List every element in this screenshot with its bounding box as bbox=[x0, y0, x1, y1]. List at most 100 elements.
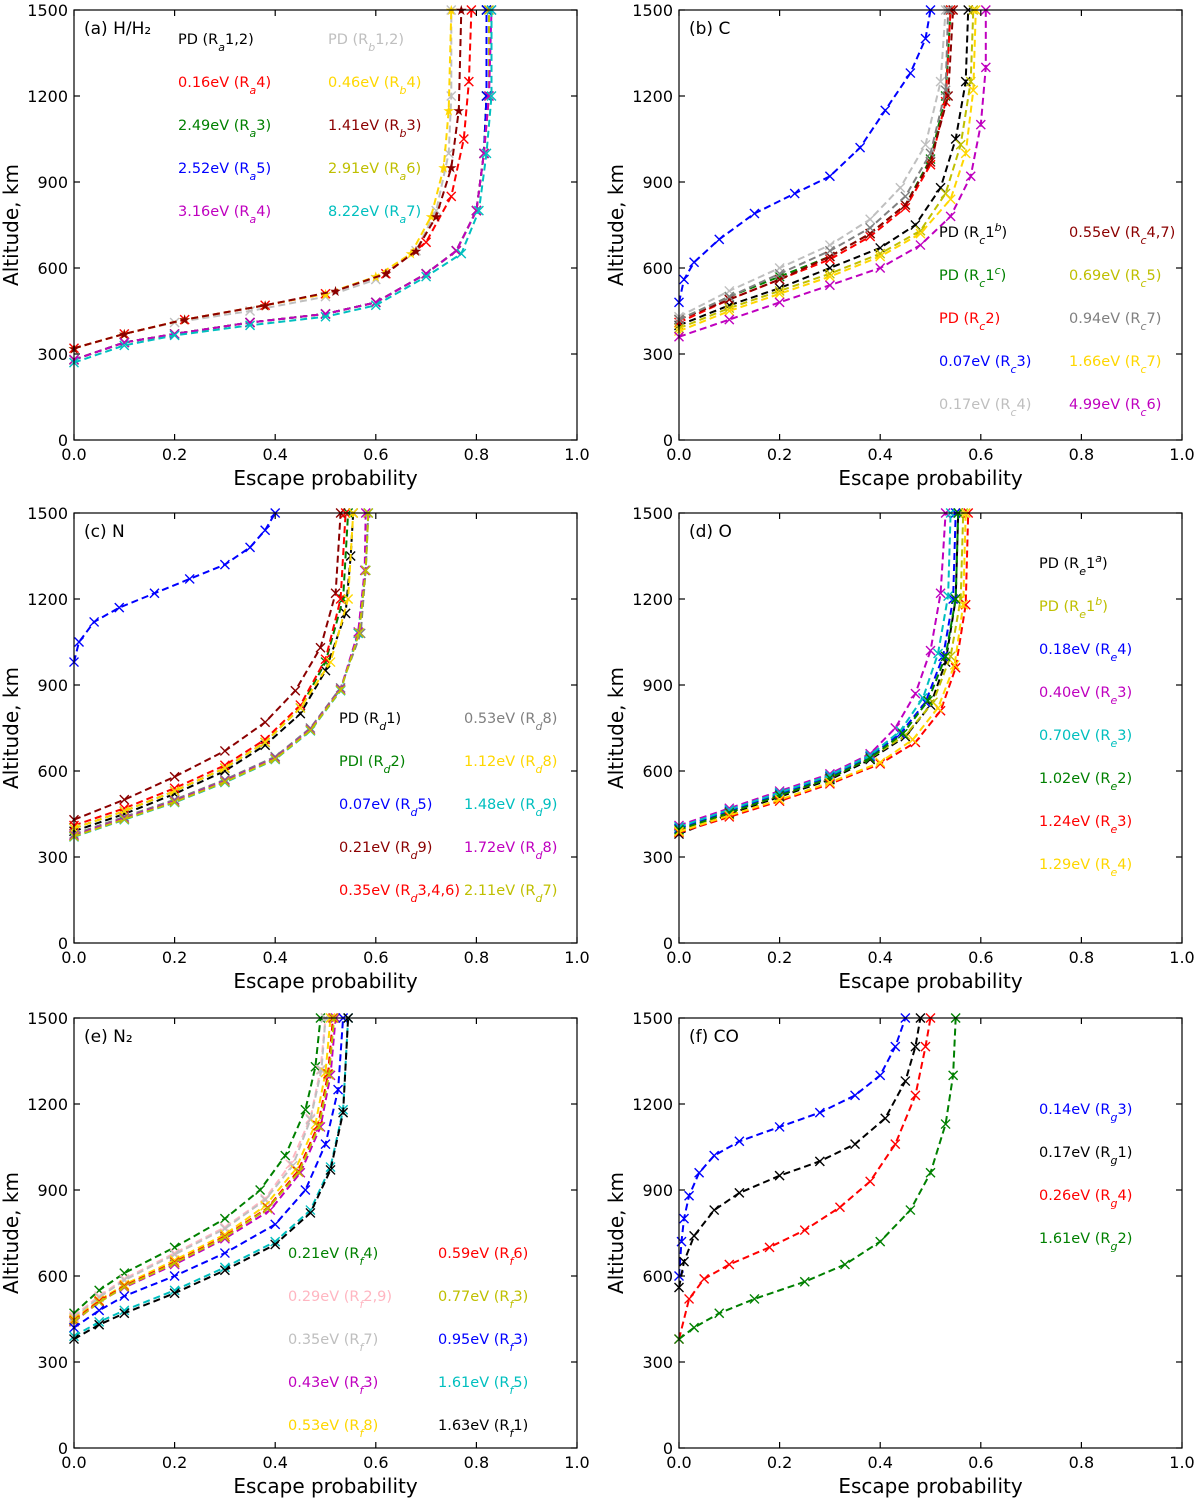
data-point bbox=[340, 608, 351, 619]
plot-frame bbox=[73, 512, 578, 944]
data-point bbox=[270, 753, 281, 764]
x-tick-label: 0.2 bbox=[162, 445, 187, 464]
data-point bbox=[917, 692, 928, 703]
data-point bbox=[689, 257, 700, 268]
legend-entry: 0.55eV (Rc4,7) bbox=[1069, 225, 1175, 247]
data-point bbox=[338, 1107, 349, 1118]
data-point bbox=[960, 148, 971, 159]
legend-entry: 0.70eV (Re3) bbox=[1039, 728, 1132, 750]
data-point bbox=[774, 271, 785, 282]
x-tick-label: 0.4 bbox=[262, 1453, 287, 1472]
series-line bbox=[679, 10, 977, 333]
data-point: ★ bbox=[178, 313, 191, 329]
data-point bbox=[324, 1069, 335, 1080]
legend-entry: PD (Rc1b) bbox=[939, 221, 1007, 247]
series-line bbox=[74, 10, 488, 361]
series-line bbox=[679, 513, 952, 828]
data-point bbox=[313, 1121, 324, 1132]
legend-entry: PD (Rb1,2) bbox=[328, 32, 404, 54]
data-point bbox=[897, 728, 908, 739]
series-line bbox=[679, 10, 932, 303]
data-point bbox=[219, 776, 230, 787]
series-line bbox=[74, 10, 490, 361]
data-point bbox=[446, 191, 457, 202]
series-line bbox=[74, 10, 473, 350]
x-tick-label: 0.8 bbox=[464, 445, 489, 464]
y-tick-label: 1500 bbox=[632, 504, 673, 523]
plot-frame bbox=[678, 512, 1183, 944]
legend-entry: 0.17eV (Rc4) bbox=[939, 397, 1031, 419]
x-tick-label: 0.6 bbox=[968, 1453, 993, 1472]
x-tick-label: 0.4 bbox=[262, 948, 287, 967]
data-point bbox=[975, 119, 986, 130]
data-point bbox=[320, 654, 331, 665]
data-point bbox=[119, 1281, 130, 1292]
data-point bbox=[875, 758, 886, 769]
data-point bbox=[900, 1076, 911, 1087]
data-point bbox=[724, 810, 735, 821]
data-point bbox=[320, 311, 331, 322]
data-point: ★ bbox=[259, 298, 272, 314]
data-point bbox=[245, 320, 256, 331]
x-tick-label: 0.8 bbox=[464, 948, 489, 967]
data-point bbox=[94, 1319, 105, 1330]
data-point bbox=[933, 702, 944, 713]
data-point bbox=[370, 297, 381, 308]
data-point: ★ bbox=[430, 209, 443, 225]
chart-panel-0: ★★★★★★★★★★★★★★★★★★★★★★0.0 0.2 0.4 0.6 0.8 1.0… bbox=[0, 1, 590, 490]
legend-entry: 1.41eV (Rb3) bbox=[328, 118, 421, 140]
x-tick-label: 0.2 bbox=[767, 1453, 792, 1472]
data-point bbox=[325, 657, 336, 668]
data-point bbox=[300, 1104, 311, 1115]
x-tick-label: 0.0 bbox=[61, 1453, 86, 1472]
series-line bbox=[74, 1018, 322, 1315]
data-point bbox=[875, 757, 886, 768]
series-line bbox=[679, 10, 947, 318]
data-point bbox=[865, 1176, 876, 1187]
chart-panel-4: 0.0 0.2 0.4 0.6 0.8 1.0 0 300 600 900 1200 1500 Esca… bbox=[0, 1009, 590, 1498]
x-tick-label: 0.8 bbox=[464, 1453, 489, 1472]
legend-entry: 0.40eV (Re3) bbox=[1039, 685, 1132, 707]
y-tick-label: 900 bbox=[642, 676, 673, 695]
x-axis-label: Escape probability bbox=[838, 1474, 1023, 1498]
y-tick-label: 1200 bbox=[27, 87, 68, 106]
x-tick-label: 0.2 bbox=[162, 948, 187, 967]
series-line bbox=[74, 10, 488, 361]
data-point bbox=[824, 245, 835, 256]
data-point bbox=[714, 1308, 725, 1319]
data-point: ★ bbox=[259, 298, 272, 314]
data-point bbox=[270, 1239, 281, 1250]
series-line bbox=[74, 513, 355, 830]
x-tick-label: 0.4 bbox=[262, 445, 287, 464]
x-tick-label: 1.0 bbox=[564, 948, 589, 967]
series-line bbox=[679, 10, 952, 324]
plot-frame bbox=[73, 1017, 578, 1449]
data-point bbox=[865, 222, 876, 233]
y-tick-label: 600 bbox=[642, 762, 673, 781]
y-tick-label: 0 bbox=[58, 431, 68, 450]
series-line bbox=[679, 1018, 957, 1340]
data-point bbox=[865, 214, 876, 225]
y-tick-label: 1200 bbox=[27, 590, 68, 609]
data-point bbox=[333, 1084, 344, 1095]
data-point bbox=[865, 231, 876, 242]
data-point: ★ bbox=[445, 3, 458, 19]
data-point bbox=[684, 1293, 695, 1304]
legend-entry: 1.02eV (Re2) bbox=[1039, 771, 1132, 793]
y-tick-label: 1200 bbox=[27, 1095, 68, 1114]
y-tick-label: 900 bbox=[642, 173, 673, 192]
data-point bbox=[119, 806, 130, 817]
data-point bbox=[900, 202, 911, 213]
y-tick-label: 900 bbox=[37, 173, 68, 192]
data-point bbox=[890, 723, 901, 733]
panel-title: (a) H/H₂ bbox=[84, 19, 151, 39]
data-point bbox=[839, 1259, 850, 1270]
x-tick-label: 0.8 bbox=[1069, 1453, 1094, 1472]
legend-entry: 2.91eV (Ra6) bbox=[328, 161, 421, 183]
data-point bbox=[169, 783, 180, 794]
data-point bbox=[915, 225, 926, 236]
y-tick-label: 900 bbox=[642, 1181, 673, 1200]
data-point bbox=[910, 1090, 921, 1101]
plot-frame bbox=[73, 9, 578, 441]
data-point bbox=[824, 171, 835, 182]
